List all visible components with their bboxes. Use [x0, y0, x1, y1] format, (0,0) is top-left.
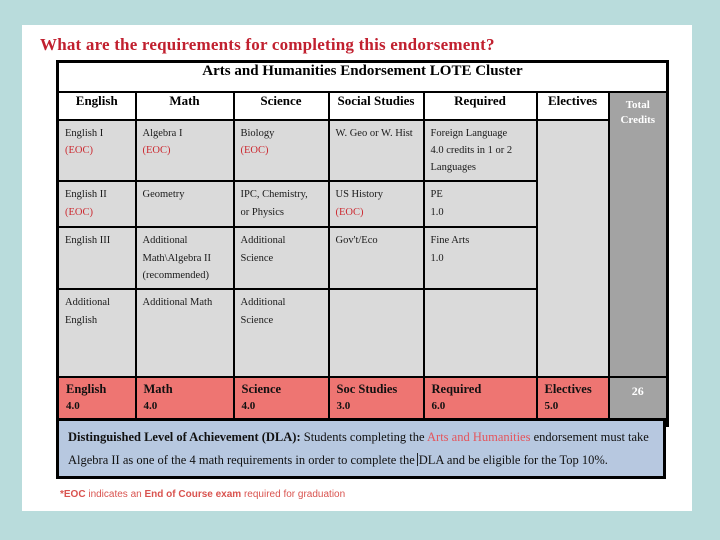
dla-note-text: Students completing the	[300, 430, 428, 444]
cell-math-4: Additional Math	[134, 288, 235, 379]
course-name: English II	[65, 189, 107, 201]
summary-value: 3.0	[336, 400, 351, 413]
cell-math-3: Additional Math\Algebra II (recommended)	[134, 226, 235, 291]
summary-label: Math	[143, 382, 173, 397]
footnote-bold: *EOC	[60, 489, 86, 500]
footnote-text: indicates an	[85, 489, 145, 500]
course-name: IPC, Chemistry, or Physics	[240, 189, 308, 218]
summary-value: 5.0	[544, 400, 559, 413]
table-row: English II (EOC) Geometry IPC, Chemistry…	[56, 180, 668, 229]
dla-note-highlight: Arts and Humanities	[427, 430, 531, 444]
column-header-electives: Electives	[535, 90, 610, 121]
summary-label: English	[66, 382, 107, 397]
summary-label: Soc Studies	[336, 382, 398, 397]
cell-social-studies-1: W. Geo or W. Hist	[327, 118, 425, 183]
table-row: English Math Science Social Studies Requ…	[56, 90, 669, 379]
course-name: Additional Math	[142, 297, 213, 309]
text-cursor	[416, 453, 418, 467]
course-name: US History	[335, 189, 384, 201]
cell-required-2: PE 1.0	[422, 180, 538, 229]
course-name: Additional Science	[240, 235, 286, 264]
cell-english-3: English III	[56, 226, 137, 291]
cell-science-2: IPC, Chemistry, or Physics	[232, 180, 330, 229]
cell-required-1: Foreign Language 4.0 credits in 1 or 2 L…	[422, 118, 538, 183]
course-name: Biology	[240, 127, 275, 139]
column-header-english: English	[56, 90, 137, 121]
dla-note-lead: Distinguished Level of Achievement (DLA)…	[68, 430, 301, 444]
summary-math: Math 4.0	[134, 376, 235, 427]
column-header-required: Required	[422, 90, 538, 121]
course-name: PE 1.0	[430, 189, 444, 218]
eoc-note: (EOC)	[142, 144, 171, 156]
column-header-math: Math	[134, 90, 235, 121]
cell-social-studies-4	[327, 288, 425, 379]
table-row: Additional English Additional Math Addit…	[56, 288, 668, 379]
course-name: Additional Math\Algebra II (recommended)	[142, 235, 212, 282]
summary-value: 4.0	[66, 400, 80, 413]
course-name: Additional English	[65, 297, 110, 326]
cell-social-studies-3: Gov't/Eco	[327, 226, 425, 291]
eoc-note: (EOC)	[65, 144, 93, 156]
course-name: English III	[65, 235, 111, 247]
cell-math-2: Geometry	[134, 180, 235, 229]
cell-science-1: Biology (EOC)	[232, 118, 330, 183]
eoc-note: (EOC)	[65, 206, 93, 218]
footnote-bold: End of Course exam	[144, 489, 242, 500]
summary-label: Required	[431, 382, 482, 397]
cluster-title: Arts and Humanities Endorsement LOTE Clu…	[56, 60, 669, 93]
cell-science-4: Additional Science	[232, 288, 330, 379]
summary-value: 6.0	[431, 400, 446, 413]
course-name: Foreign Language 4.0 credits in 1 or 2 L…	[430, 127, 513, 174]
column-header-social-studies: Social Studies	[327, 90, 425, 121]
cell-social-studies-2: US History (EOC)	[327, 180, 425, 229]
course-name: Geometry	[142, 189, 185, 201]
cell-electives-merged	[535, 118, 610, 379]
course-name: W. Geo or W. Hist	[335, 127, 413, 139]
page-title: What are the requirements for completing…	[40, 35, 495, 54]
cell-math-1: Algebra I (EOC)	[134, 118, 235, 183]
cell-english-4: Additional English	[56, 288, 137, 379]
course-name: Algebra I	[142, 127, 183, 139]
column-header-total-credits: Total Credits	[607, 90, 669, 379]
course-name: English I	[65, 127, 104, 139]
summary-label: Electives	[544, 382, 592, 397]
dla-note-box: Distinguished Level of Achievement (DLA)…	[56, 418, 666, 479]
dla-note-text: endorsement must take Algebra II as one …	[68, 430, 649, 468]
cell-english-2: English II (EOC)	[56, 180, 137, 229]
summary-value: 4.0	[241, 400, 256, 413]
summary-label: Science	[241, 382, 282, 397]
course-name: Fine Arts 1.0	[430, 235, 470, 264]
footnote-text: required for graduation	[241, 489, 346, 500]
slide-canvas: What are the requirements for completing…	[22, 25, 692, 511]
eoc-footnote: *EOC indicates an End of Course exam req…	[60, 489, 345, 500]
summary-value: 4.0	[143, 400, 158, 413]
cell-science-3: Additional Science	[232, 226, 330, 291]
course-name: Gov't/Eco	[335, 235, 378, 247]
endorsement-requirements-table: Arts and Humanities Endorsement LOTE Clu…	[56, 60, 670, 427]
eoc-note: (EOC)	[240, 144, 269, 156]
table-row: English III Additional Math\Algebra II (…	[56, 226, 668, 291]
cell-required-4	[422, 288, 538, 379]
cell-required-3: Fine Arts 1.0	[422, 226, 538, 291]
table-row: Arts and Humanities Endorsement LOTE Clu…	[56, 60, 669, 93]
table-row: English I (EOC) Algebra I (EOC) Biology …	[56, 118, 668, 379]
column-header-science: Science	[232, 90, 330, 121]
course-name: Additional Science	[240, 297, 286, 326]
dla-note-text: DLA and be eligible for the Top 10%.	[418, 453, 608, 468]
eoc-note: (EOC)	[335, 206, 364, 218]
cell-english-1: English I (EOC)	[56, 118, 137, 183]
